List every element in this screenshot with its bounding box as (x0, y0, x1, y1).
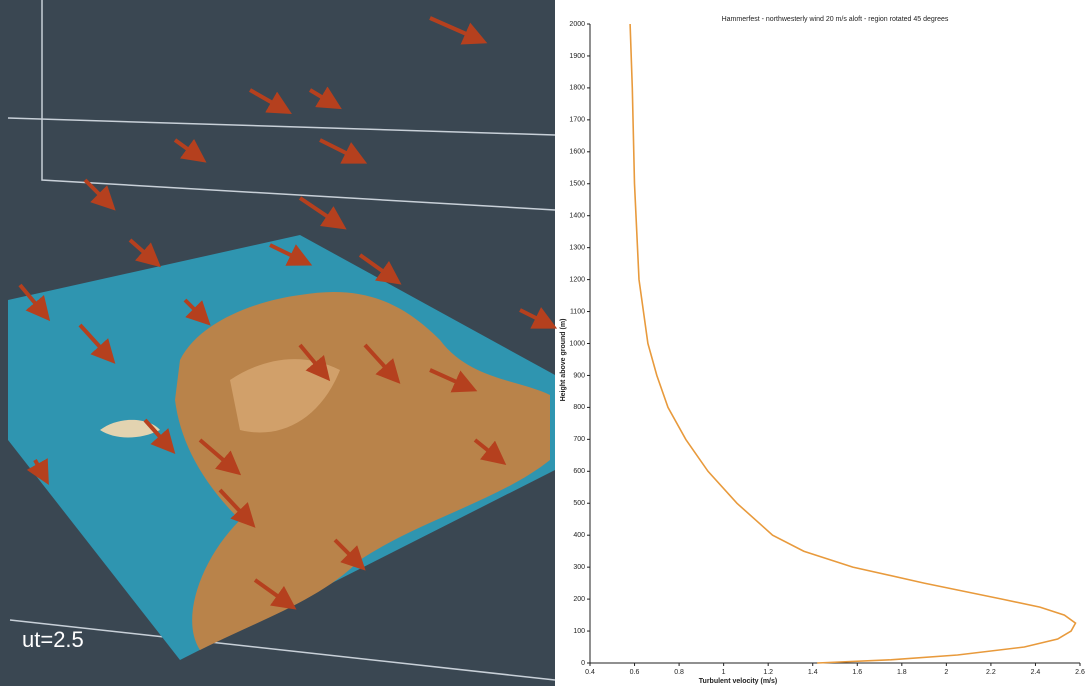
x-tick-label: 0.4 (585, 669, 595, 676)
x-tick-label: 1.4 (808, 669, 818, 676)
y-tick-label: 1300 (569, 244, 585, 251)
x-tick-label: 1.6 (852, 669, 862, 676)
x-tick-label: 0.6 (630, 669, 640, 676)
x-tick-label: 2.4 (1031, 669, 1041, 676)
y-tick-label: 800 (573, 404, 585, 411)
chart: Hammerfest - northwesterly wind 20 m/s a… (560, 16, 1085, 685)
line (630, 24, 1075, 663)
chart-title: Hammerfest - northwesterly wind 20 m/s a… (722, 16, 949, 23)
y-tick-label: 1200 (569, 276, 585, 283)
y-tick-label: 500 (573, 500, 585, 507)
figure: ut=2.5 Hammerfest - northwesterly wind 2… (0, 0, 1087, 686)
visualization: ut=2.5 (0, 0, 555, 686)
y-tick-label: 1400 (569, 213, 585, 220)
y-tick-label: 1600 (569, 149, 585, 156)
y-tick-label: 2000 (569, 21, 585, 28)
y-tick-label: 200 (573, 596, 585, 603)
page: ut=2.5 Hammerfest - northwesterly wind 2… (0, 0, 1087, 686)
x-axis-label: Turbulent velocity (m/s) (699, 678, 777, 685)
x-tick-label: 2 (944, 669, 948, 676)
y-tick-label: 900 (573, 372, 585, 379)
y-tick-label: 1500 (569, 181, 585, 188)
y-tick-label: 1800 (569, 85, 585, 92)
x-tick-label: 2.2 (986, 669, 996, 676)
y-tick-label: 1000 (569, 340, 585, 347)
y-tick-label: 600 (573, 468, 585, 475)
y-tick-label: 1100 (570, 308, 585, 315)
time-label: ut=2.5 (22, 627, 84, 652)
x-tick-label: 1.2 (763, 669, 773, 676)
y-tick-label: 700 (573, 436, 585, 443)
x-tick-label: 1.8 (897, 669, 907, 676)
y-tick-label: 300 (573, 564, 585, 571)
y-tick-label: 400 (573, 532, 585, 539)
y-tick-label: 100 (573, 628, 585, 635)
y-tick-label: 0 (581, 660, 585, 667)
y-axis-label: Height above ground (m) (560, 319, 567, 402)
x-tick-label: 2.6 (1075, 669, 1085, 676)
x-tick-label: 0.8 (674, 669, 684, 676)
y-tick-label: 1700 (569, 117, 585, 124)
y-tick-label: 1900 (569, 53, 585, 60)
x-tick-label: 1 (722, 669, 726, 676)
